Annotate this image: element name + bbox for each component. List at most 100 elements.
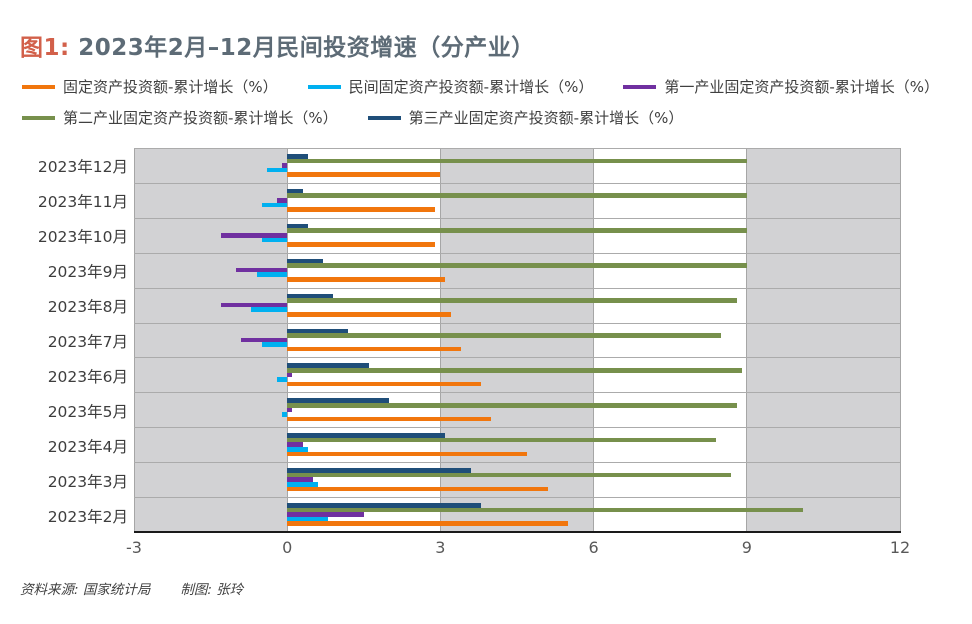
bar bbox=[287, 188, 303, 194]
category-label: 2023年12月 bbox=[37, 158, 128, 177]
bar bbox=[276, 198, 288, 203]
bar bbox=[256, 272, 288, 278]
bar bbox=[287, 193, 747, 199]
bar bbox=[287, 293, 334, 299]
plot-band bbox=[593, 148, 747, 532]
bar bbox=[287, 402, 737, 408]
bar bbox=[287, 416, 492, 422]
bar bbox=[287, 442, 303, 448]
bar bbox=[287, 472, 732, 478]
row-separator bbox=[134, 252, 900, 254]
category-label: 2023年8月 bbox=[47, 298, 128, 317]
x-axis-line bbox=[134, 531, 901, 533]
category-label: 2023年3月 bbox=[47, 472, 128, 491]
bar bbox=[287, 407, 293, 413]
x-tick-label: 12 bbox=[889, 538, 911, 557]
bar bbox=[287, 507, 803, 513]
bar bbox=[287, 158, 747, 164]
x-tick-label: -3 bbox=[126, 538, 142, 557]
bar bbox=[261, 237, 288, 243]
bar bbox=[287, 311, 451, 317]
row-separator bbox=[134, 217, 900, 219]
legend-item: 第三产业固定资产投资额-累计增长（%） bbox=[367, 107, 684, 128]
bar bbox=[287, 263, 747, 268]
bar bbox=[287, 486, 548, 492]
row-separator bbox=[134, 322, 900, 324]
chart-title-text: 2023年2月–12月民间投资增速（分产业） bbox=[69, 35, 535, 61]
bar bbox=[287, 477, 313, 482]
legend-swatch bbox=[367, 115, 401, 120]
category-label: 2023年11月 bbox=[37, 193, 128, 212]
row-separator bbox=[134, 392, 900, 394]
bar bbox=[287, 437, 717, 443]
x-tick-label: 9 bbox=[741, 538, 752, 557]
bar bbox=[287, 372, 293, 378]
row-separator bbox=[134, 287, 900, 289]
chart-title: 图1: 2023年2月–12月民间投资增速（分产业） bbox=[20, 28, 535, 62]
gridline-vertical bbox=[286, 148, 288, 532]
legend-item: 第一产业固定资产投资额-累计增长（%） bbox=[623, 76, 939, 97]
bar bbox=[287, 512, 364, 517]
legend-swatch bbox=[623, 84, 657, 89]
bar bbox=[261, 342, 288, 347]
footer-source: 资料来源: 国家统计局 bbox=[20, 582, 151, 598]
bar bbox=[236, 267, 288, 273]
bar bbox=[287, 328, 349, 334]
row-separator bbox=[134, 357, 900, 359]
category-label: 2023年5月 bbox=[47, 402, 128, 421]
legend-item: 民间固定资产投资额-累计增长（%） bbox=[307, 76, 594, 97]
bar bbox=[287, 242, 436, 247]
bar bbox=[287, 481, 318, 487]
bar bbox=[287, 363, 369, 368]
bar bbox=[287, 447, 308, 452]
bar bbox=[287, 521, 569, 527]
category-label: 2023年7月 bbox=[47, 333, 128, 351]
legend-label: 民间固定资产投资额-累计增长（%） bbox=[348, 78, 594, 96]
bar bbox=[287, 451, 528, 457]
row-separator bbox=[134, 462, 900, 464]
bar bbox=[287, 516, 329, 522]
bar bbox=[266, 167, 288, 173]
legend: 固定资产投资额-累计增长（%） 民间固定资产投资额-累计增长（%） 第一产业固定资产… bbox=[22, 76, 957, 128]
plot-band bbox=[746, 148, 900, 532]
bar bbox=[282, 412, 288, 417]
bar bbox=[282, 163, 288, 168]
bar bbox=[287, 258, 323, 264]
bar bbox=[287, 153, 308, 159]
row-separator bbox=[134, 182, 900, 184]
footer-credit: 制图: 张玲 bbox=[180, 582, 244, 598]
category-label: 2023年2月 bbox=[47, 507, 128, 526]
legend-row-1: 固定资产投资额-累计增长（%） 民间固定资产投资额-累计增长（%） 第一产业固定资产… bbox=[22, 76, 957, 97]
legend-label: 固定资产投资额-累计增长（%） bbox=[63, 78, 278, 96]
bar bbox=[287, 277, 446, 282]
bar bbox=[276, 377, 288, 382]
chart-title-prefix: 图1: bbox=[20, 35, 70, 61]
bar bbox=[287, 346, 461, 352]
row-separator bbox=[134, 148, 900, 149]
plot-band bbox=[287, 148, 441, 532]
category-label: 2023年4月 bbox=[47, 437, 128, 456]
gridline-vertical bbox=[439, 148, 441, 532]
bar bbox=[261, 202, 288, 208]
bar bbox=[287, 368, 742, 373]
gridline-vertical bbox=[593, 148, 595, 532]
bar bbox=[287, 333, 722, 338]
legend-label: 第三产业固定资产投资额-累计增长（%） bbox=[408, 109, 684, 127]
row-separator bbox=[134, 427, 900, 429]
bar bbox=[220, 232, 288, 238]
legend-swatch bbox=[22, 115, 55, 120]
legend-swatch bbox=[22, 84, 55, 89]
gridline-vertical bbox=[133, 148, 135, 532]
legend-row-2: 第二产业固定资产投资额-累计增长（%） 第三产业固定资产投资额-累计增长（%） bbox=[22, 107, 957, 128]
bar bbox=[287, 433, 446, 438]
legend-label: 第一产业固定资产投资额-累计增长（%） bbox=[664, 78, 940, 96]
plot-band bbox=[440, 148, 594, 532]
gridline-vertical bbox=[746, 148, 748, 532]
bar bbox=[241, 337, 288, 343]
bar bbox=[251, 307, 288, 312]
bar bbox=[287, 172, 441, 177]
bar bbox=[220, 302, 288, 308]
x-tick-label: 0 bbox=[282, 538, 293, 557]
bar bbox=[287, 468, 472, 473]
legend-item: 第二产业固定资产投资额-累计增长（%） bbox=[22, 107, 338, 128]
